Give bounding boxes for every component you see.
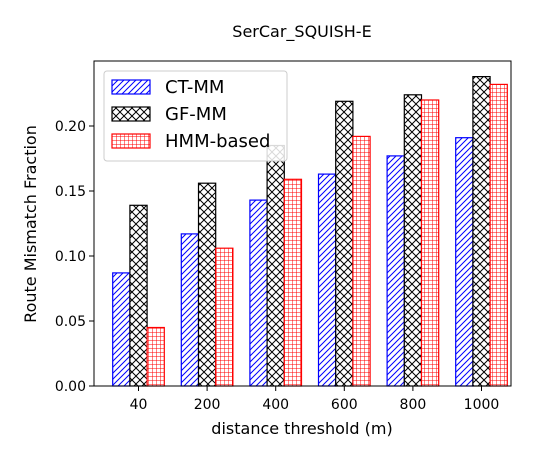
x-tick-label: 400 [262, 397, 289, 413]
x-tick-label: 800 [400, 397, 427, 413]
y-tick-label: 0.20 [55, 119, 86, 135]
axes-layer: 0.00 0.05 0.10 0.15 0.20 40 200 400 600 800 1000 [55, 60, 512, 413]
bar [489, 83, 508, 387]
y-axis-label: Route Mismatch Fraction [21, 125, 40, 323]
legend-swatch [111, 106, 151, 122]
bar [180, 233, 200, 387]
chart-title: SerCar_SQUISH-E [232, 22, 371, 42]
bar [215, 247, 234, 387]
bar [283, 178, 303, 387]
y-tick-label: 0.00 [55, 379, 86, 395]
legend-label: CT-MM [165, 77, 224, 98]
x-tick-label: 600 [331, 397, 358, 413]
bar [403, 94, 423, 387]
x-tick-label: 40 [130, 397, 148, 413]
bar [266, 144, 285, 387]
x-tick-label: 200 [194, 397, 221, 413]
bar [352, 135, 371, 387]
bar [197, 182, 217, 387]
bar [386, 155, 405, 387]
legend-label: HMM-based [165, 131, 270, 152]
legend: CT-MM GF-MM HMM-based [103, 70, 288, 162]
y-tick-label: 0.05 [55, 314, 86, 330]
bar [129, 204, 148, 387]
bar [146, 326, 165, 387]
bar [112, 272, 131, 387]
bar [472, 75, 491, 387]
y-tick-label: 0.10 [55, 249, 86, 265]
bar [455, 137, 474, 387]
x-tick-label: 1000 [464, 397, 500, 413]
series-gf-mm [129, 75, 491, 387]
x-axis-label: distance threshold (m) [211, 419, 392, 438]
y-tick-label: 0.15 [55, 184, 86, 200]
bars-layer [112, 75, 508, 387]
legend-swatch [111, 79, 151, 95]
bar [317, 173, 337, 387]
bar [420, 99, 440, 387]
legend-swatch [111, 133, 151, 149]
bar [249, 199, 268, 387]
plot-frame [93, 60, 512, 387]
bar [335, 100, 354, 387]
legend-label: GF-MM [165, 104, 227, 125]
